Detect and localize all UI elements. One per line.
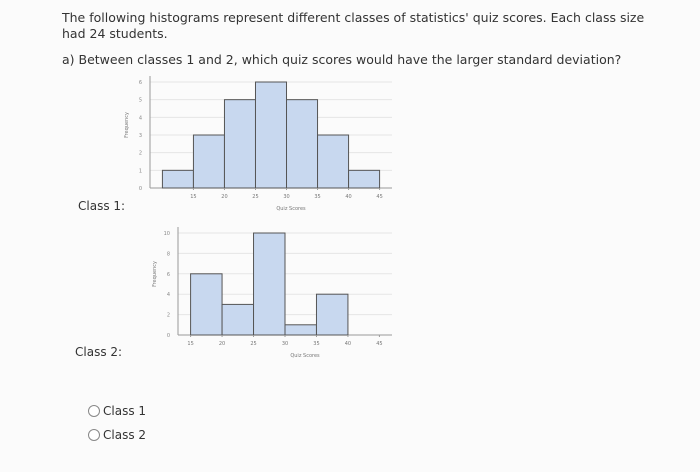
y-tick-label: 0 (167, 333, 170, 339)
x-tick-label: 30 (282, 341, 288, 347)
y-tick-label: 2 (139, 151, 142, 157)
option-label: Class 2 (103, 428, 147, 442)
y-tick-label: 3 (139, 133, 142, 139)
bar (315, 293, 349, 336)
option[interactable]: Class 2 (88, 428, 146, 442)
radio-button[interactable] (88, 429, 100, 441)
bar (221, 303, 255, 336)
y-tick-label: 2 (167, 313, 170, 319)
y-axis-label: Frequency (124, 112, 130, 138)
bar (284, 324, 317, 336)
x-tick-label: 35 (314, 194, 320, 200)
option[interactable]: Class 1 (88, 404, 146, 418)
x-tick-label: 35 (313, 341, 319, 347)
y-tick-label: 8 (167, 251, 170, 257)
x-tick-label: 20 (219, 341, 225, 347)
x-tick-label: 45 (376, 194, 382, 200)
x-axis-label: Quiz Scores (290, 353, 320, 359)
x-tick-label: 40 (345, 194, 351, 200)
bar (348, 169, 381, 189)
bar (253, 232, 286, 336)
y-tick-label: 1 (139, 168, 142, 174)
x-tick-label: 25 (250, 341, 256, 347)
x-tick-label: 45 (376, 341, 382, 347)
bar (190, 273, 223, 336)
y-tick-label: 4 (167, 292, 170, 298)
bar (223, 99, 256, 189)
y-tick-label: 4 (139, 115, 142, 121)
y-axis-label: Frequency (152, 261, 158, 287)
x-tick-label: 40 (345, 341, 351, 347)
question-prompt: a) Between classes 1 and 2, which quiz s… (62, 52, 622, 67)
y-tick-label: 6 (167, 272, 170, 278)
bar (192, 134, 225, 189)
x-tick-label: 15 (190, 194, 196, 200)
option-label: Class 1 (103, 404, 147, 418)
radio-button[interactable] (88, 405, 100, 417)
bar (254, 81, 288, 189)
x-axis-label: Quiz Scores (276, 206, 306, 212)
y-tick-label: 6 (139, 80, 142, 86)
bar (317, 134, 350, 189)
x-tick-label: 15 (187, 341, 193, 347)
class-label: Class 1: (78, 199, 125, 213)
question-intro: The following histograms represent diffe… (62, 10, 645, 41)
bar (161, 169, 194, 189)
y-tick-label: 10 (164, 231, 170, 237)
x-tick-label: 20 (221, 194, 227, 200)
y-tick-label: 0 (139, 186, 142, 192)
bar (286, 99, 319, 189)
x-tick-label: 30 (283, 194, 289, 200)
y-tick-label: 5 (139, 98, 142, 104)
class-label: Class 2: (75, 345, 122, 359)
x-tick-label: 25 (252, 194, 258, 200)
